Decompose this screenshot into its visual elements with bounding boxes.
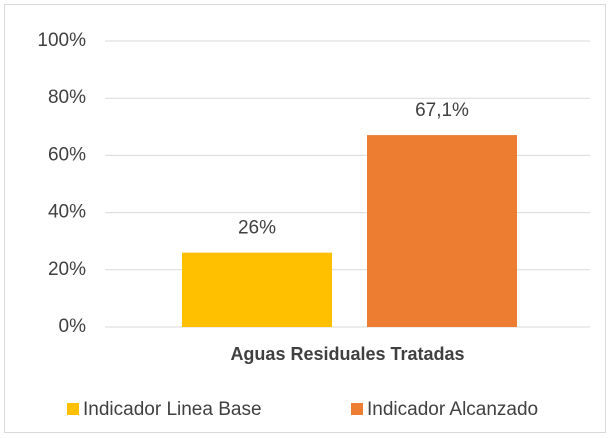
y-tick-label: 40% [48,202,86,223]
y-tick-label: 20% [48,259,86,280]
bar [367,135,517,327]
legend-label: Indicador Linea Base [83,399,262,420]
x-tick-label: Aguas Residuales Tratadas [230,344,464,364]
value-label: 67,1% [415,100,469,121]
y-tick-label: 0% [59,316,87,337]
legend-label: Indicador Alcanzado [367,399,538,420]
value-label: 26% [238,218,276,239]
y-tick-label: 60% [48,144,86,165]
bar [182,252,332,327]
legend-swatch [351,403,363,415]
legend-swatch [67,403,79,415]
y-tick-label: 100% [37,30,86,51]
y-tick-label: 80% [48,87,86,108]
